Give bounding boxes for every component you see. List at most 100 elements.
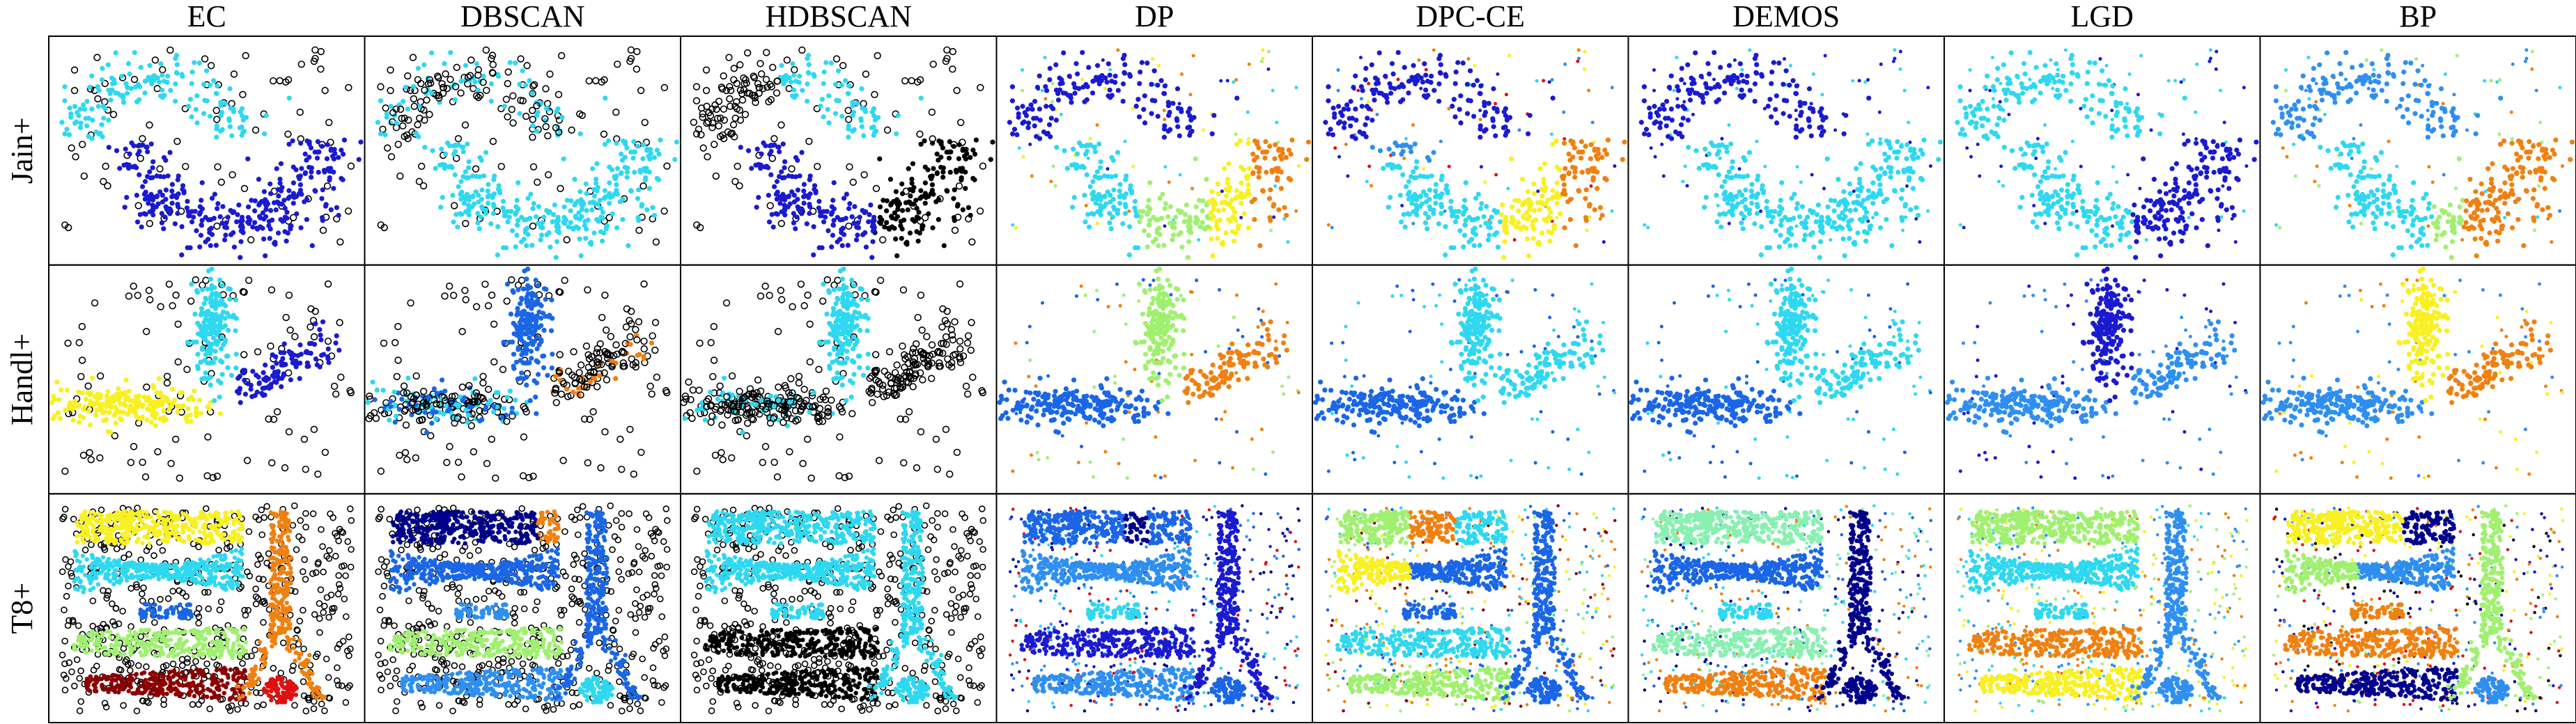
- data-point: [619, 171, 623, 175]
- data-point: [2234, 240, 2237, 244]
- column-titles: EC DBSCAN HDBSCAN DP DPC-CE DEMOS LGD BP: [187, 0, 2437, 33]
- data-point: [274, 207, 279, 212]
- data-point: [201, 82, 206, 87]
- data-point: [1550, 188, 1555, 193]
- data-point: [2109, 243, 2114, 248]
- data-point: [2148, 220, 2152, 225]
- data-point: [2089, 107, 2094, 112]
- data-point: [1905, 184, 1909, 188]
- data-point: [152, 404, 157, 409]
- data-point: [2042, 197, 2047, 202]
- data-point: [224, 225, 229, 230]
- data-point: [1808, 232, 1813, 237]
- data-point: [1420, 201, 1425, 206]
- data-point: [1774, 120, 1779, 125]
- data-point: [155, 194, 160, 198]
- data-point: [2304, 88, 2308, 92]
- data-point: [1222, 166, 1227, 171]
- data-point: [2307, 104, 2312, 109]
- data-point: [2040, 149, 2045, 154]
- data-point: [1994, 123, 1999, 127]
- data-point: [2104, 226, 2109, 230]
- data-point: [2226, 154, 2230, 159]
- data-point: [1739, 221, 1744, 226]
- noise-point: [245, 457, 251, 464]
- data-point: [1707, 72, 1712, 77]
- data-point: [1720, 137, 1723, 141]
- data-point: [1825, 157, 1830, 162]
- data-point: [2427, 201, 2432, 206]
- data-point: [1794, 224, 1798, 228]
- data-point: [1685, 62, 1690, 67]
- data-point: [1138, 70, 1142, 74]
- data-point: [775, 179, 779, 184]
- data-point: [1061, 90, 1066, 95]
- data-point: [1884, 217, 1888, 222]
- data-point: [147, 63, 152, 68]
- data-point: [2281, 146, 2285, 150]
- data-point: [1675, 84, 1679, 89]
- data-point: [1376, 90, 1381, 95]
- data-point: [174, 53, 179, 58]
- noise-point: [62, 468, 68, 474]
- data-point: [1175, 86, 1180, 91]
- noise-point: [846, 223, 852, 229]
- data-point: [2353, 191, 2358, 196]
- noise-point: [505, 69, 511, 75]
- data-point: [464, 175, 469, 180]
- noise-point: [771, 136, 777, 142]
- data-point: [1766, 104, 1771, 109]
- data-point: [1363, 123, 1367, 127]
- data-point: [158, 391, 163, 395]
- data-point: [173, 81, 178, 86]
- data-point: [479, 197, 484, 202]
- noise-point: [871, 91, 878, 97]
- data-point: [1611, 210, 1614, 213]
- noise-point: [834, 56, 840, 62]
- data-point: [548, 244, 552, 249]
- data-point: [1085, 212, 1090, 217]
- data-point: [2419, 243, 2424, 248]
- data-point: [1716, 97, 1721, 102]
- data-point: [2366, 194, 2371, 198]
- data-point: [2386, 71, 2391, 76]
- data-point: [801, 189, 806, 194]
- data-point: [1226, 79, 1229, 82]
- noise-point: [543, 124, 549, 130]
- data-point: [2496, 216, 2501, 221]
- data-point: [1031, 116, 1036, 120]
- data-point: [329, 207, 334, 212]
- data-point: [1109, 174, 1114, 179]
- data-point: [531, 206, 536, 211]
- data-point: [1436, 81, 1441, 86]
- data-point: [2001, 118, 2006, 123]
- data-point: [88, 423, 93, 427]
- data-point: [1819, 107, 1824, 111]
- data-point: [160, 88, 164, 93]
- data-point: [2325, 90, 2329, 95]
- data-point: [2182, 188, 2187, 193]
- data-point: [298, 182, 303, 187]
- data-point: [1573, 166, 1578, 171]
- data-point: [1472, 243, 1477, 248]
- data-point: [2348, 97, 2353, 102]
- data-point: [226, 214, 231, 219]
- data-point: [1412, 175, 1417, 180]
- data-point: [238, 239, 243, 244]
- data-point: [1239, 180, 1243, 185]
- data-point: [793, 174, 798, 179]
- data-point: [2279, 106, 2283, 111]
- noise-point: [504, 96, 510, 102]
- data-point: [2148, 198, 2153, 203]
- data-point: [1367, 81, 1370, 85]
- data-point: [1728, 175, 1732, 180]
- data-point: [1852, 241, 1856, 246]
- data-point: [456, 184, 461, 189]
- data-point: [1260, 188, 1265, 193]
- data-point: [1585, 228, 1589, 232]
- data-point: [1257, 166, 1262, 171]
- data-point: [186, 104, 191, 109]
- data-point: [1411, 197, 1415, 202]
- data-point: [530, 123, 535, 128]
- data-point: [2439, 86, 2444, 91]
